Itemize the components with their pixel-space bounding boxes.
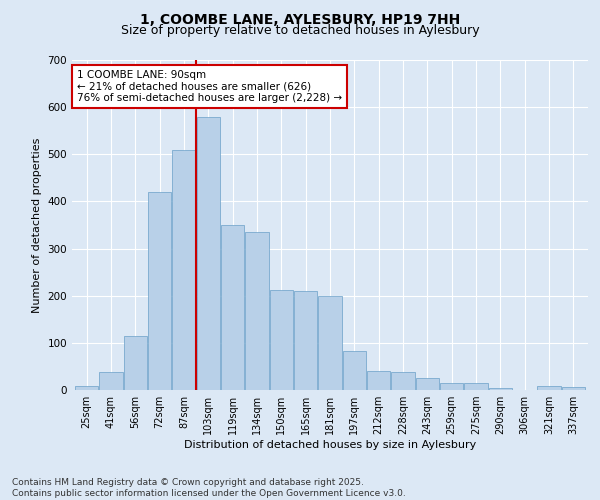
Bar [124, 336, 147, 390]
Bar [538, 386, 560, 390]
Bar [245, 232, 269, 390]
Bar [294, 291, 317, 390]
Bar [391, 372, 415, 390]
Bar [319, 296, 341, 390]
Text: 1 COOMBE LANE: 90sqm
← 21% of detached houses are smaller (626)
76% of semi-deta: 1 COOMBE LANE: 90sqm ← 21% of detached h… [77, 70, 342, 103]
Bar [197, 116, 220, 390]
Y-axis label: Number of detached properties: Number of detached properties [32, 138, 42, 312]
Bar [440, 383, 463, 390]
Text: 1, COOMBE LANE, AYLESBURY, HP19 7HH: 1, COOMBE LANE, AYLESBURY, HP19 7HH [140, 12, 460, 26]
Bar [148, 192, 171, 390]
Bar [221, 225, 244, 390]
Bar [343, 351, 366, 390]
Bar [562, 386, 585, 390]
Bar [100, 372, 122, 390]
Bar [172, 150, 196, 390]
Bar [416, 378, 439, 390]
X-axis label: Distribution of detached houses by size in Aylesbury: Distribution of detached houses by size … [184, 440, 476, 450]
Text: Size of property relative to detached houses in Aylesbury: Size of property relative to detached ho… [121, 24, 479, 37]
Text: Contains HM Land Registry data © Crown copyright and database right 2025.
Contai: Contains HM Land Registry data © Crown c… [12, 478, 406, 498]
Bar [464, 383, 488, 390]
Bar [489, 388, 512, 390]
Bar [367, 371, 390, 390]
Bar [270, 290, 293, 390]
Bar [75, 386, 98, 390]
